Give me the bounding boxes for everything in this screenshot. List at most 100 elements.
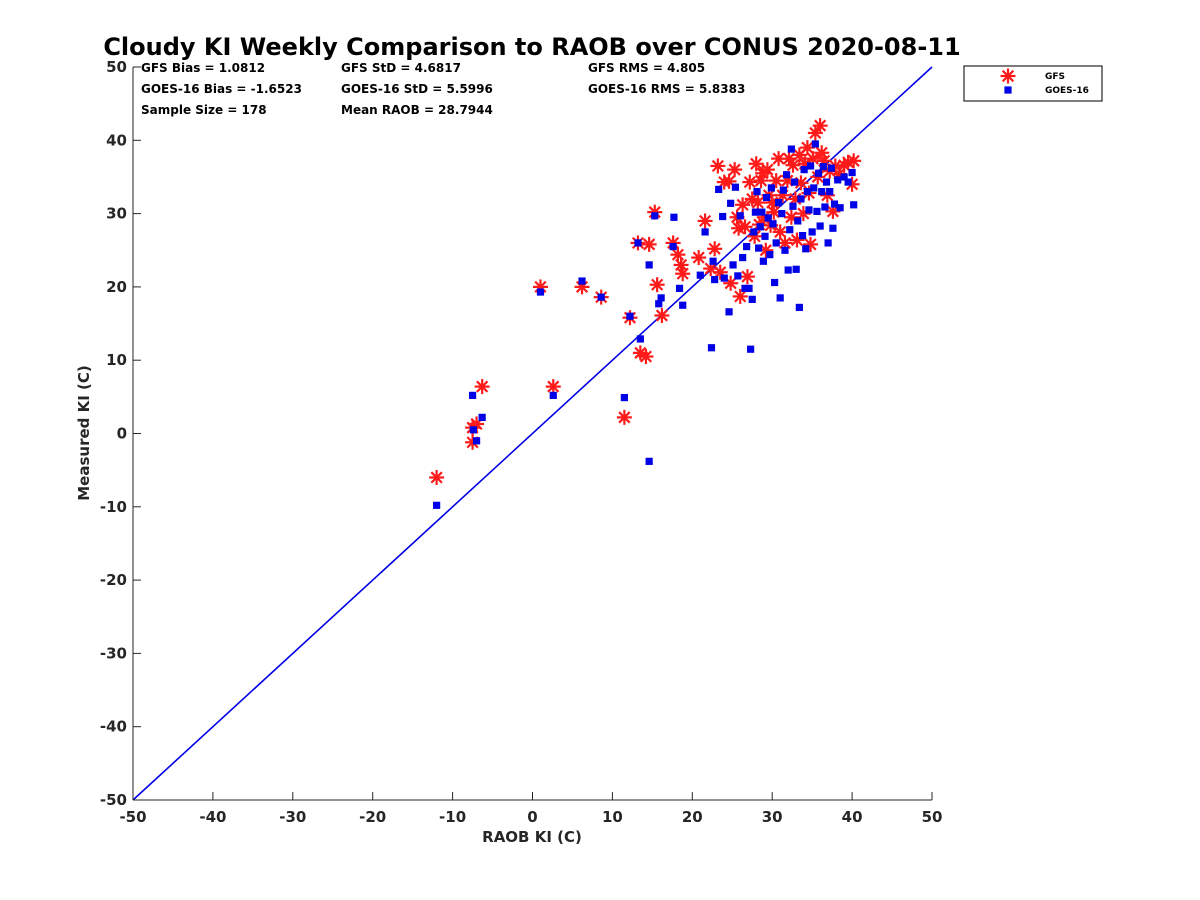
x-tick-label: -20 bbox=[359, 808, 386, 826]
data-point bbox=[813, 207, 821, 216]
data-point bbox=[805, 206, 813, 214]
legend: GFS GOES-16 bbox=[963, 65, 1103, 102]
data-point bbox=[776, 294, 784, 302]
data-point bbox=[784, 266, 792, 274]
data-point bbox=[638, 349, 654, 365]
data-point bbox=[748, 156, 764, 172]
data-point bbox=[774, 199, 783, 207]
data-point bbox=[669, 242, 677, 251]
data-point bbox=[814, 169, 823, 177]
axis-ticks: -50 -40 -30 -20 -10 0 10 20 30 40 50 -50 -40 -30 -20 -1… bbox=[100, 58, 943, 826]
x-tick-label: 0 bbox=[527, 808, 537, 826]
data-point bbox=[670, 213, 678, 221]
y-axis-label: Measured KI (C) bbox=[75, 365, 93, 501]
data-point bbox=[794, 217, 802, 225]
data-point bbox=[827, 164, 835, 172]
data-point bbox=[707, 344, 716, 352]
data-point bbox=[675, 266, 691, 282]
data-point bbox=[807, 125, 823, 141]
data-markers bbox=[429, 118, 862, 509]
data-point bbox=[474, 379, 490, 395]
series-goes-16 bbox=[433, 140, 858, 509]
data-point bbox=[756, 223, 764, 231]
data-point bbox=[745, 284, 753, 292]
data-point bbox=[802, 245, 810, 253]
data-point bbox=[709, 257, 717, 265]
data-point bbox=[811, 140, 819, 148]
data-point bbox=[707, 241, 723, 257]
x-tick-label: 10 bbox=[602, 808, 623, 826]
stat-text: GOES-16 RMS = 5.8383 bbox=[588, 82, 745, 96]
series-gfs bbox=[429, 118, 862, 485]
data-point bbox=[755, 244, 763, 252]
data-point bbox=[786, 226, 794, 234]
data-point bbox=[468, 391, 477, 399]
one-to-one-line bbox=[132, 66, 933, 801]
x-tick-label: 40 bbox=[842, 808, 863, 826]
data-point bbox=[649, 277, 665, 293]
data-point bbox=[819, 163, 827, 171]
data-point bbox=[834, 176, 842, 184]
data-point bbox=[741, 284, 749, 292]
data-point bbox=[797, 195, 805, 203]
data-point bbox=[736, 212, 744, 220]
data-point bbox=[844, 178, 852, 186]
data-point bbox=[729, 261, 737, 269]
legend-label: GFS bbox=[1045, 72, 1065, 82]
data-point bbox=[799, 140, 815, 156]
data-point bbox=[721, 173, 737, 189]
data-point bbox=[626, 312, 634, 320]
stat-text: GOES-16 Bias = -1.6523 bbox=[141, 82, 302, 96]
legend-label: GOES-16 bbox=[1045, 86, 1089, 96]
data-point bbox=[830, 200, 839, 208]
x-tick-label: -10 bbox=[439, 808, 466, 826]
data-point bbox=[645, 261, 653, 269]
data-point bbox=[715, 185, 723, 194]
data-point bbox=[767, 184, 776, 192]
legend-marker bbox=[1004, 86, 1012, 94]
data-point bbox=[761, 232, 769, 240]
data-point bbox=[645, 457, 653, 465]
data-point bbox=[778, 210, 786, 218]
data-point bbox=[429, 469, 445, 485]
data-point bbox=[742, 174, 758, 190]
data-point bbox=[727, 199, 735, 207]
data-point bbox=[739, 253, 747, 262]
x-tick-label: -50 bbox=[119, 808, 146, 826]
legend-box bbox=[963, 65, 1103, 102]
data-point bbox=[641, 236, 657, 252]
data-point bbox=[810, 184, 818, 192]
data-point bbox=[731, 183, 740, 191]
y-tick-label: 0 bbox=[117, 425, 127, 443]
data-point bbox=[840, 173, 848, 181]
data-point bbox=[758, 208, 766, 216]
stat-text: GOES-16 StD = 5.5996 bbox=[341, 82, 493, 96]
data-point bbox=[578, 277, 586, 285]
data-point bbox=[472, 437, 481, 445]
data-point bbox=[750, 228, 758, 236]
data-point bbox=[696, 271, 704, 279]
data-point bbox=[787, 145, 795, 153]
y-tick-label: -20 bbox=[100, 571, 127, 589]
data-point bbox=[759, 162, 775, 178]
data-point bbox=[772, 224, 788, 240]
data-point bbox=[725, 308, 733, 316]
data-point bbox=[822, 178, 831, 186]
data-point bbox=[478, 413, 486, 421]
data-point bbox=[651, 212, 659, 220]
stat-text: GFS RMS = 4.805 bbox=[588, 61, 705, 75]
chart-title: Cloudy KI Weekly Comparison to RAOB over… bbox=[103, 33, 960, 61]
data-point bbox=[829, 224, 837, 232]
x-axis-label: RAOB KI (C) bbox=[482, 828, 582, 846]
statistics-annotations: GFS Bias = 1.0812 GOES-16 Bias = -1.6523 S… bbox=[141, 61, 745, 117]
data-point bbox=[634, 239, 642, 247]
data-point bbox=[739, 269, 755, 285]
y-tick-label: -10 bbox=[100, 498, 127, 516]
legend-marker bbox=[1000, 68, 1016, 84]
data-point bbox=[654, 307, 670, 323]
data-point bbox=[679, 301, 687, 309]
data-point bbox=[737, 219, 753, 235]
data-point bbox=[734, 272, 742, 280]
y-tick-label: -30 bbox=[100, 644, 127, 662]
data-point bbox=[710, 158, 726, 174]
